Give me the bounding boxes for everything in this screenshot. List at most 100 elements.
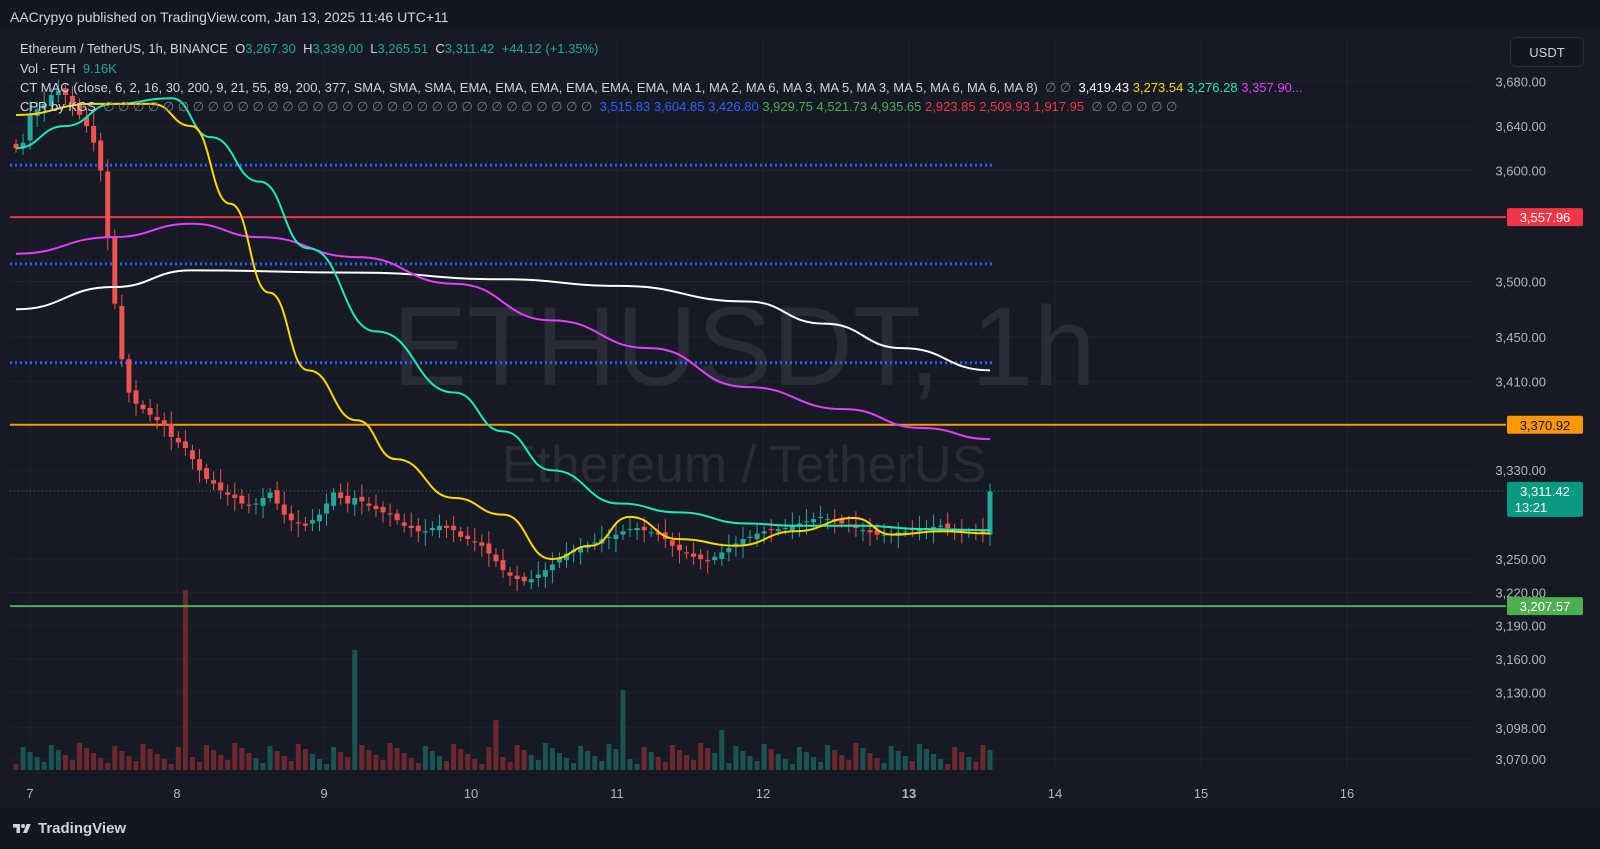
volume-bar	[712, 753, 718, 770]
watermark-name: Ethereum / TetherUS	[502, 436, 987, 494]
volume-bar	[105, 763, 111, 770]
volume-bar	[140, 744, 146, 770]
candle-body	[444, 525, 450, 528]
volume-bar	[966, 757, 972, 770]
volume-bar	[316, 759, 322, 770]
volume-bar	[218, 755, 224, 770]
volume-bar	[620, 690, 626, 770]
candle-body	[684, 552, 690, 554]
candle-body	[338, 492, 344, 498]
candle-body	[691, 553, 697, 557]
candle-body	[175, 438, 181, 443]
cpr-value: 4,521.73	[816, 99, 868, 114]
volume-bar	[846, 760, 852, 770]
candle-body	[161, 420, 167, 426]
candle-body	[945, 523, 951, 528]
volume-bar	[295, 744, 301, 770]
candle-body	[20, 142, 26, 149]
ctmac-label[interactable]: CT MAC (close, 6, 2, 16, 30, 200, 9, 21,…	[20, 80, 1038, 95]
price-tick-label: 3,450.00	[1495, 330, 1546, 345]
time-tick-label: 11	[610, 786, 624, 801]
candle-body	[246, 504, 252, 506]
last-price-text: 3,311.42	[1520, 484, 1570, 499]
change-value: +44.12 (+1.35%)	[501, 41, 599, 56]
candle-body	[204, 468, 210, 480]
footer: TradingView	[0, 810, 1600, 849]
cpr-label[interactable]: CPR by KGS	[20, 99, 96, 114]
volume-bar	[669, 745, 675, 770]
candle-body	[493, 554, 499, 562]
volume-bar	[606, 744, 612, 770]
candle-body	[288, 513, 294, 521]
chart-area[interactable]: ETHUSDT, 1h Ethereum / TetherUS 3,070.00…	[0, 28, 1600, 808]
volume-bar	[796, 747, 802, 770]
volume-bar	[373, 755, 379, 770]
volume-bar	[521, 750, 527, 770]
volume-label[interactable]: Vol · ETH	[20, 61, 76, 76]
legend-cpr-row[interactable]: CPR by KGS ∅ ∅ ∅ ∅ ∅ ∅ ∅ ∅ ∅ ∅ ∅ ∅ ∅ ∅ ∅…	[20, 99, 1177, 115]
volume-bar	[55, 750, 61, 770]
volume-bar	[274, 751, 280, 770]
volume-bar	[726, 763, 732, 770]
volume-bar	[161, 759, 167, 770]
candle-body	[309, 520, 315, 524]
candle-body	[472, 541, 478, 543]
low-label: L	[370, 41, 378, 56]
candle-body	[458, 531, 464, 537]
candle-body	[521, 576, 527, 582]
volume-bar	[288, 761, 294, 770]
price-tick-label: 3,250.00	[1495, 552, 1546, 567]
price-tick-label: 3,190.00	[1495, 619, 1546, 634]
publish-info: AACrypyo published on TradingView.com, J…	[10, 9, 449, 25]
symbol-title[interactable]: Ethereum / TetherUS, 1h, BINANCE	[20, 41, 228, 56]
tradingview-logo[interactable]: TradingView	[12, 820, 126, 837]
volume-bar	[13, 764, 19, 770]
candle-body	[796, 523, 802, 526]
cpr-values: 3,515.83 3,604.85 3,426.80 3,929.75 4,52…	[600, 99, 1084, 114]
candle-body	[916, 529, 922, 532]
price-tick-label: 3,070.00	[1495, 752, 1546, 767]
high-value: 3,339.00	[312, 41, 364, 56]
candle-body	[239, 495, 245, 504]
candle-body	[542, 570, 548, 577]
candle-body	[429, 527, 435, 531]
volume-bar	[556, 753, 562, 770]
currency-button[interactable]: USDT	[1510, 37, 1584, 67]
volume-bar	[352, 650, 358, 770]
candle-body	[147, 408, 153, 415]
volume-bar	[324, 764, 330, 770]
volume-bar	[902, 756, 908, 770]
volume-bar	[302, 749, 308, 770]
legend-symbol-row[interactable]: Ethereum / TetherUS, 1h, BINANCE O3,267.…	[20, 41, 599, 56]
volume-bar	[514, 745, 520, 770]
legend-volume-row[interactable]: Vol · ETH 9.16K	[20, 61, 117, 76]
volume-bar	[662, 762, 668, 770]
candle-body	[41, 103, 47, 109]
candle-body	[818, 516, 824, 518]
volume-bar	[436, 756, 442, 770]
volume-bar	[260, 763, 266, 770]
close-label: C	[435, 41, 445, 56]
legend-ctmac-row[interactable]: CT MAC (close, 6, 2, 16, 30, 200, 9, 21,…	[20, 80, 1303, 96]
candle-body	[225, 492, 231, 495]
volume-bar	[246, 753, 252, 770]
volume-bar	[874, 758, 880, 770]
candle-body	[154, 416, 160, 421]
ctmac-value: 3,357.90...	[1241, 80, 1303, 95]
candle-body	[105, 171, 111, 238]
volume-bar	[825, 745, 831, 770]
candle-body	[394, 513, 400, 521]
cpr-value: 3,929.75	[762, 99, 813, 114]
ma-line-green	[15, 97, 991, 532]
close-value: 3,311.42	[444, 41, 495, 56]
volume-bar	[867, 753, 873, 770]
candle-body	[627, 529, 633, 531]
price-chart[interactable]: ETHUSDT, 1h Ethereum / TetherUS 3,070.00…	[0, 28, 1600, 808]
candle-body	[811, 519, 817, 523]
volume-bar	[239, 748, 245, 770]
low-value: 3,265.51	[377, 41, 429, 56]
volume-bar	[69, 760, 75, 770]
candle-body	[401, 522, 407, 526]
candle-body	[514, 575, 520, 580]
volume-bar	[34, 757, 40, 770]
